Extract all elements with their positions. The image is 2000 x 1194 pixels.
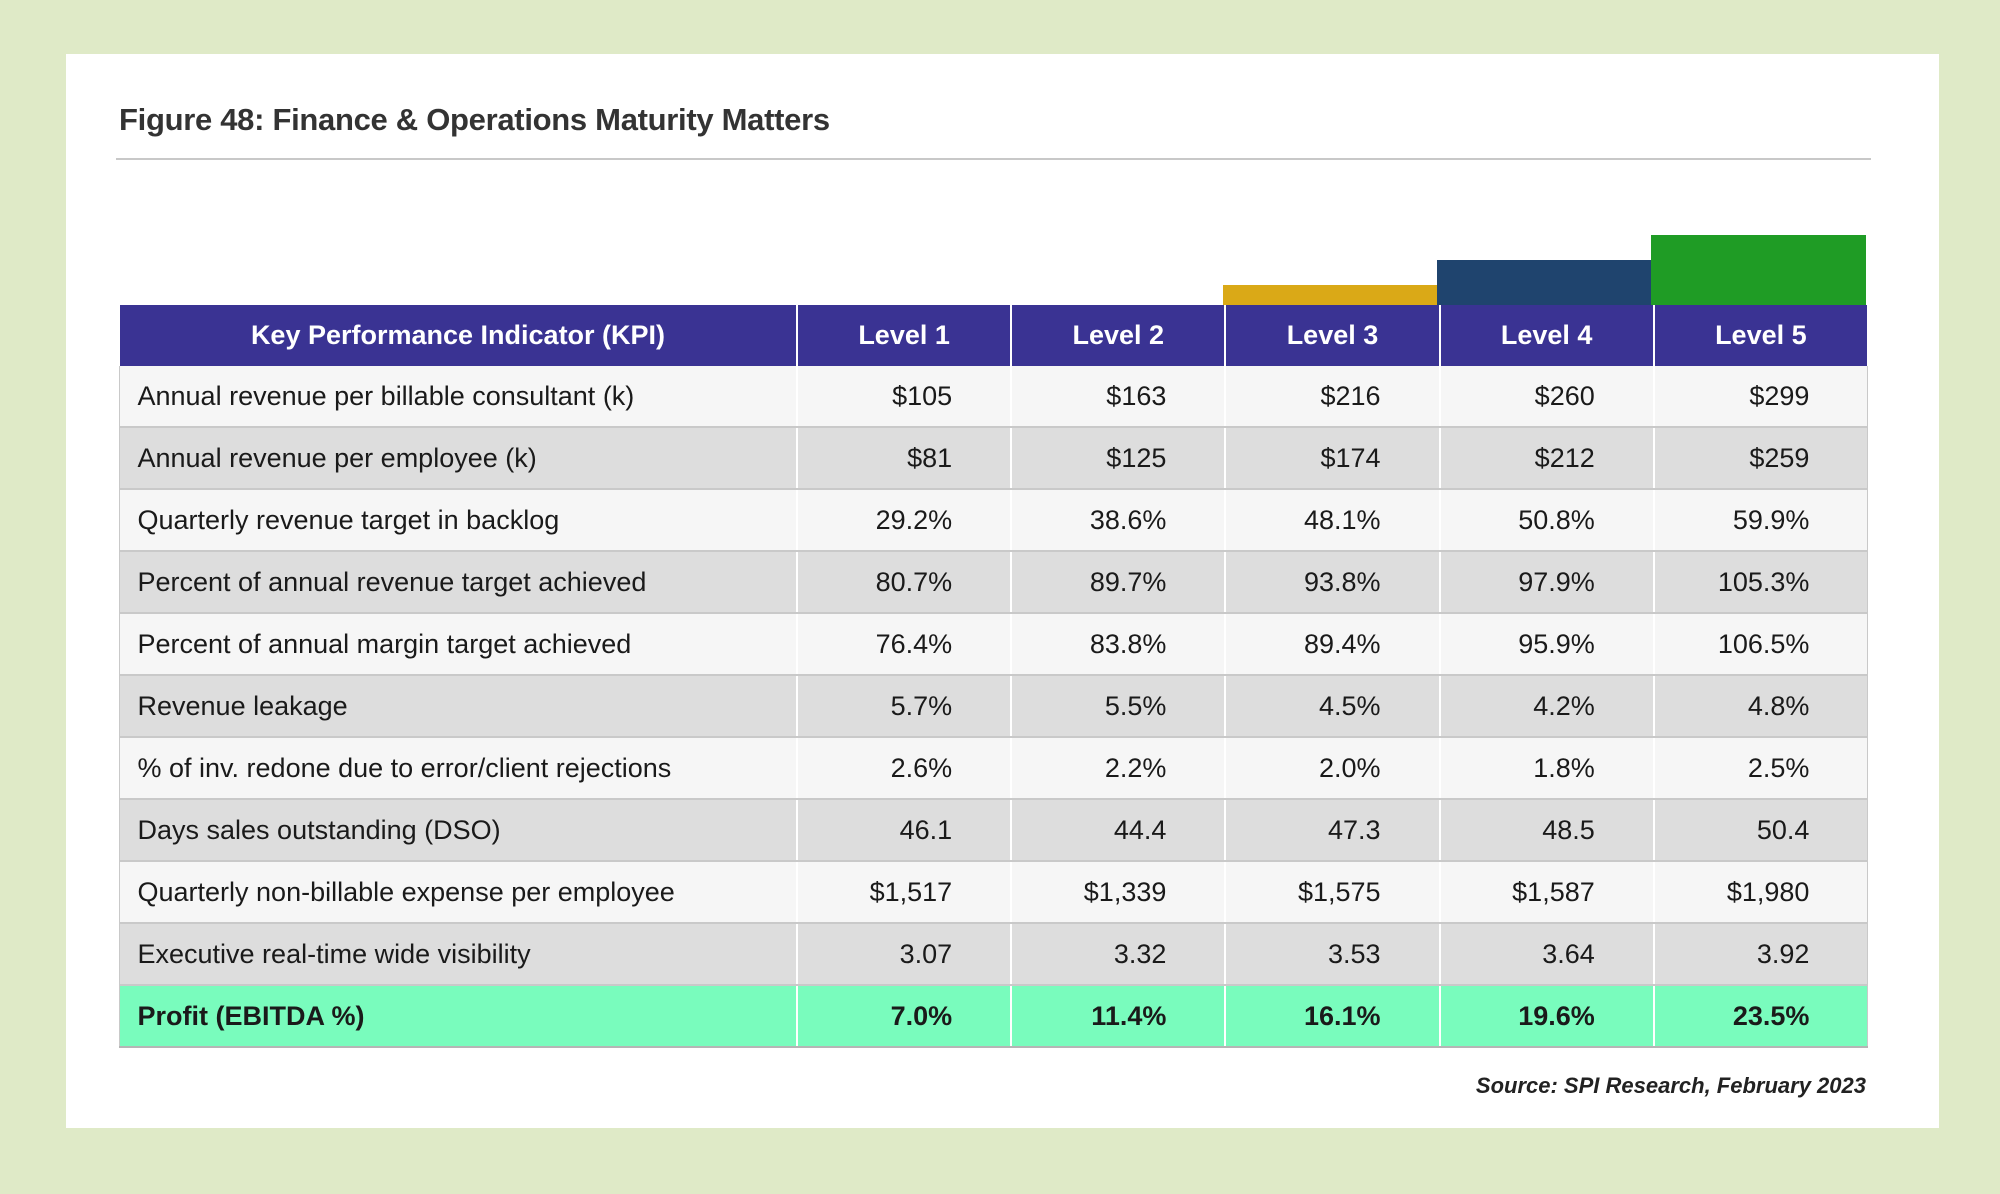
kpi-value-level-5: 3.92 — [1652, 923, 1869, 986]
header-level-1: Level 1 — [795, 305, 1013, 366]
kpi-value-level-1: $105 — [795, 365, 1013, 428]
kpi-value-level-5: 2.5% — [1652, 737, 1869, 800]
kpi-value-level-3: 48.1% — [1224, 489, 1441, 552]
kpi-value-level-3: $216 — [1224, 365, 1441, 428]
kpi-value-level-5: 4.8% — [1652, 675, 1869, 738]
kpi-value-level-2: $125 — [1010, 427, 1227, 490]
kpi-value-level-3: 93.8% — [1224, 551, 1441, 614]
profit-value-level-5: 23.5% — [1652, 985, 1869, 1048]
kpi-value-level-5: 50.4 — [1652, 799, 1869, 862]
kpi-value-level-5: 105.3% — [1652, 551, 1869, 614]
kpi-value-level-4: $1,587 — [1438, 861, 1655, 924]
table-row: Annual revenue per billable consultant (… — [118, 365, 1869, 428]
kpi-value-level-2: 44.4 — [1010, 799, 1227, 862]
header-kpi: Key Performance Indicator (KPI) — [118, 305, 798, 366]
kpi-value-level-3: $1,575 — [1224, 861, 1441, 924]
kpi-label: Annual revenue per billable consultant (… — [118, 365, 798, 428]
kpi-value-level-1: $81 — [795, 427, 1013, 490]
kpi-value-level-5: 106.5% — [1652, 613, 1869, 676]
table-row: Percent of annual margin target achieved… — [118, 613, 1869, 676]
profit-label: Profit (EBITDA %) — [118, 985, 798, 1048]
header-level-4: Level 4 — [1438, 305, 1655, 366]
table-row: Quarterly non-billable expense per emplo… — [118, 861, 1869, 924]
profit-row: Profit (EBITDA %) 7.0% 11.4% 16.1% 19.6% 23.5… — [118, 985, 1869, 1048]
kpi-value-level-2: $163 — [1010, 365, 1227, 428]
header-level-3: Level 3 — [1224, 305, 1441, 366]
header-level-2: Level 2 — [1010, 305, 1227, 366]
profit-value-level-1: 7.0% — [795, 985, 1013, 1048]
kpi-value-level-1: 46.1 — [795, 799, 1013, 862]
kpi-value-level-5: $299 — [1652, 365, 1869, 428]
kpi-value-level-1: 5.7% — [795, 675, 1013, 738]
table-row: Annual revenue per employee (k) $81 $125 $1… — [118, 427, 1869, 490]
title-divider — [116, 158, 1871, 160]
kpi-value-level-3: 89.4% — [1224, 613, 1441, 676]
kpi-label: % of inv. redone due to error/client rej… — [118, 737, 798, 800]
kpi-value-level-5: 59.9% — [1652, 489, 1869, 552]
profit-value-level-4: 19.6% — [1438, 985, 1655, 1048]
kpi-value-level-2: 5.5% — [1010, 675, 1227, 738]
kpi-label: Executive real-time wide visibility — [118, 923, 798, 986]
kpi-value-level-3: 3.53 — [1224, 923, 1441, 986]
kpi-value-level-1: 3.07 — [795, 923, 1013, 986]
table-row: Days sales outstanding (DSO) 46.1 44.4 47.3… — [118, 799, 1869, 862]
table-row: Percent of annual revenue target achieve… — [118, 551, 1869, 614]
kpi-value-level-4: 3.64 — [1438, 923, 1655, 986]
source-note: Source: SPI Research, February 2023 — [1475, 1073, 1866, 1098]
header-level-5: Level 5 — [1652, 305, 1869, 366]
kpi-value-level-4: 95.9% — [1438, 613, 1655, 676]
kpi-value-level-2: 38.6% — [1010, 489, 1227, 552]
kpi-label: Days sales outstanding (DSO) — [118, 799, 798, 862]
table-body: Annual revenue per billable consultant (… — [118, 365, 1869, 1048]
kpi-label: Quarterly non-billable expense per emplo… — [118, 861, 798, 924]
kpi-value-level-1: $1,517 — [795, 861, 1013, 924]
figure-title: Figure 48: Finance & Operations Maturity… — [119, 102, 830, 137]
kpi-value-level-2: $1,339 — [1010, 861, 1227, 924]
kpi-value-level-2: 89.7% — [1010, 551, 1227, 614]
kpi-value-level-4: 50.8% — [1438, 489, 1655, 552]
table-row: Executive real-time wide visibility 3.07 3… — [118, 923, 1869, 986]
kpi-value-level-2: 2.2% — [1010, 737, 1227, 800]
kpi-value-level-1: 76.4% — [795, 613, 1013, 676]
kpi-value-level-1: 29.2% — [795, 489, 1013, 552]
kpi-value-level-4: 48.5 — [1438, 799, 1655, 862]
kpi-value-level-2: 3.32 — [1010, 923, 1227, 986]
table-row: Quarterly revenue target in backlog 29.2%… — [118, 489, 1869, 552]
figure-card: Figure 48: Finance & Operations Maturity… — [66, 54, 1939, 1128]
kpi-value-level-3: 2.0% — [1224, 737, 1441, 800]
kpi-value-level-1: 2.6% — [795, 737, 1013, 800]
kpi-label: Percent of annual margin target achieved — [118, 613, 798, 676]
kpi-value-level-3: 47.3 — [1224, 799, 1441, 862]
kpi-value-level-4: 4.2% — [1438, 675, 1655, 738]
kpi-value-level-4: 97.9% — [1438, 551, 1655, 614]
kpi-label: Revenue leakage — [118, 675, 798, 738]
kpi-value-level-3: $174 — [1224, 427, 1441, 490]
table-header-row: Key Performance Indicator (KPI) Level 1 … — [118, 305, 1869, 366]
kpi-value-level-4: $260 — [1438, 365, 1655, 428]
kpi-label: Quarterly revenue target in backlog — [118, 489, 798, 552]
table-row: % of inv. redone due to error/client rej… — [118, 737, 1869, 800]
profit-value-level-2: 11.4% — [1010, 985, 1227, 1048]
kpi-table: Key Performance Indicator (KPI) Level 1 … — [118, 305, 1869, 1048]
kpi-value-level-3: 4.5% — [1224, 675, 1441, 738]
kpi-value-level-2: 83.8% — [1010, 613, 1227, 676]
kpi-value-level-4: 1.8% — [1438, 737, 1655, 800]
kpi-value-level-5: $1,980 — [1652, 861, 1869, 924]
kpi-value-level-4: $212 — [1438, 427, 1655, 490]
kpi-label: Percent of annual revenue target achieve… — [118, 551, 798, 614]
kpi-value-level-1: 80.7% — [795, 551, 1013, 614]
kpi-label: Annual revenue per employee (k) — [118, 427, 798, 490]
kpi-value-level-5: $259 — [1652, 427, 1869, 490]
profit-value-level-3: 16.1% — [1224, 985, 1441, 1048]
table-row: Revenue leakage 5.7% 5.5% 4.5% 4.2% 4.8% — [118, 675, 1869, 738]
